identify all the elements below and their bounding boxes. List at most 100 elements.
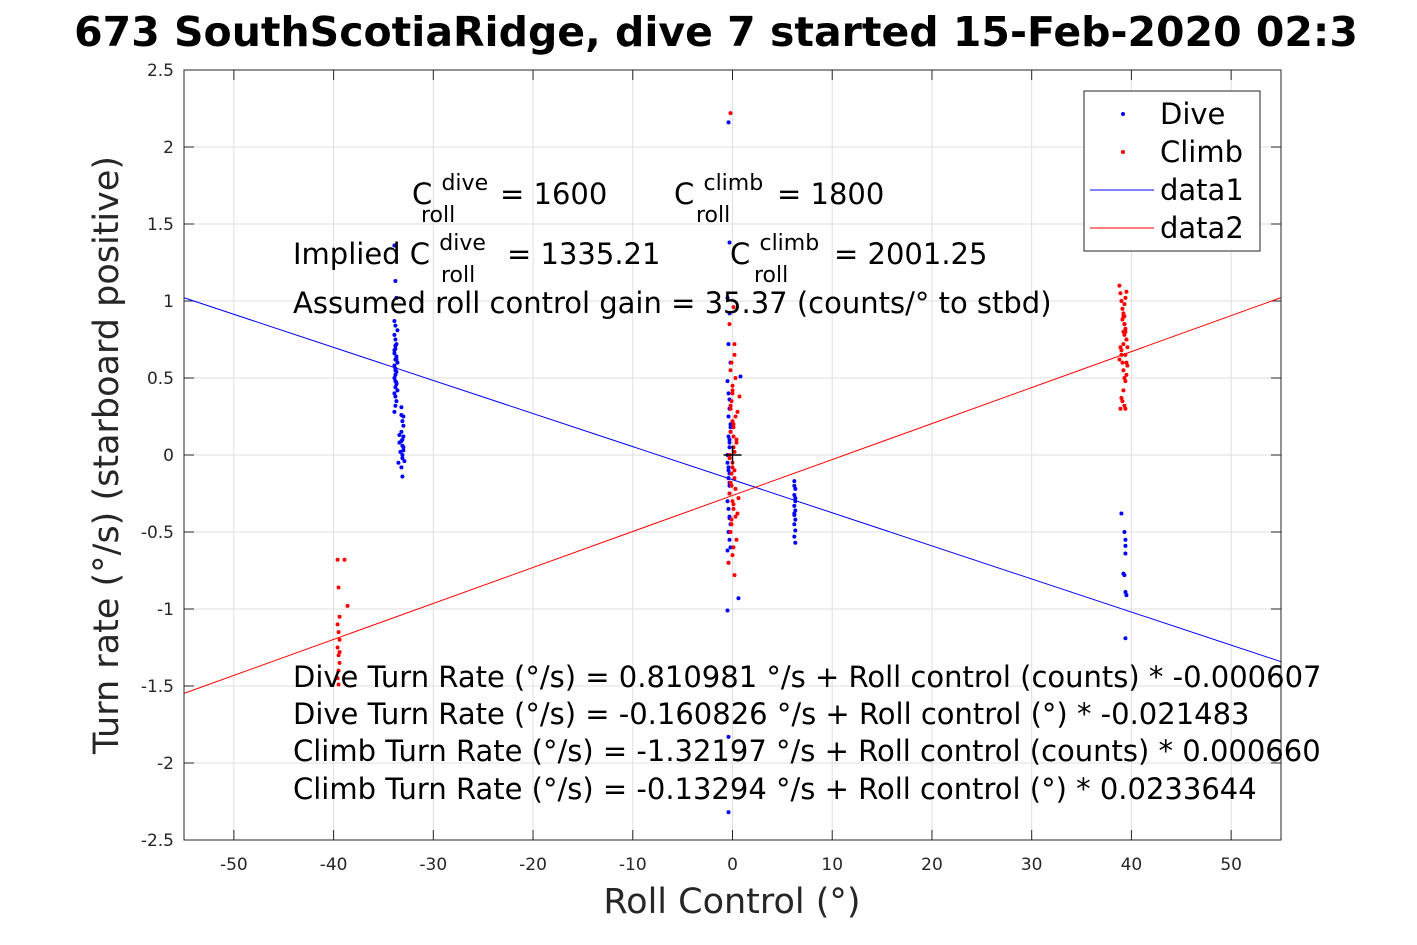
dive-point: [393, 337, 398, 342]
climb-point: [732, 449, 737, 454]
dive-point: [726, 734, 731, 739]
climb-point: [732, 342, 737, 347]
dive-point: [1123, 636, 1128, 641]
climb-point: [737, 394, 742, 399]
dive-point: [392, 348, 397, 353]
climb-point: [1123, 295, 1128, 300]
y-axis-label: Turn rate (°/s) (starboard positive): [87, 156, 127, 755]
y-tick-label: -0.5: [141, 523, 174, 543]
dive-point: [393, 368, 398, 373]
dive-point: [400, 443, 405, 448]
climb-point: [729, 517, 734, 522]
dive-point: [392, 363, 397, 368]
climb-point: [1123, 406, 1128, 411]
x-tick-label: 20: [921, 855, 943, 875]
climb-point: [1120, 399, 1125, 404]
y-tick-label: 1.5: [147, 215, 174, 235]
climb-point: [336, 630, 341, 635]
dive-point: [727, 537, 732, 542]
climb-point: [336, 585, 341, 590]
dive-point: [395, 328, 400, 333]
dive-point: [392, 376, 397, 380]
climb-point: [731, 506, 736, 511]
climb-point: [728, 530, 733, 534]
implied-dive-sub: roll: [441, 263, 475, 288]
legend-dive-marker: [1121, 112, 1125, 116]
dive-point: [1123, 590, 1128, 595]
dive-point: [394, 380, 399, 385]
climb-point: [1120, 317, 1125, 322]
x-tick-label: 50: [1220, 855, 1242, 875]
axis-ticks: -50 -40 -30 -20 -10 0 10 20 30 40 50-2.5-2-1.5-1-0…: [141, 61, 1281, 875]
dive-point: [727, 437, 732, 442]
dive-point: [392, 332, 397, 337]
dive-point: [727, 240, 732, 245]
chart-title: 673 SouthScotiaRidge, dive 7 started 15-…: [74, 8, 1358, 56]
climb-point: [735, 511, 740, 516]
climb-point: [1120, 306, 1125, 311]
climb-point: [733, 414, 738, 419]
climb-point: [1123, 326, 1128, 331]
climb-point: [1121, 329, 1126, 334]
climb-point: [730, 465, 735, 470]
dive-point: [392, 409, 397, 414]
climb-point: [726, 560, 731, 565]
climb-point: [730, 419, 735, 424]
climb-point: [1118, 345, 1123, 350]
x-tick-label: 30: [1021, 855, 1043, 875]
implied-dive-sup: dive: [439, 231, 486, 256]
dive-point: [736, 596, 741, 601]
dive-point: [399, 405, 404, 410]
y-tick-label: -1: [157, 600, 174, 620]
c-climb-value: = 1800: [777, 177, 884, 211]
c-dive-value: = 1600: [500, 177, 607, 211]
climb-point: [335, 676, 340, 681]
dive-point: [727, 445, 732, 450]
dive-point: [725, 379, 730, 384]
climb-point: [733, 486, 738, 491]
x-tick-label: 40: [1121, 855, 1143, 875]
legend-climb-label: Climb: [1160, 135, 1243, 169]
dive-point: [395, 388, 400, 393]
dive-point: [792, 483, 797, 488]
axes-box: [183, 69, 1282, 841]
climb-point: [1124, 337, 1129, 342]
data1-fit-line: [183, 297, 1282, 663]
climb-point: [731, 305, 736, 310]
climb-point: [732, 468, 737, 473]
climb-point: [728, 429, 733, 434]
dive-point: [393, 394, 398, 399]
dive-point: [393, 323, 398, 328]
legend-data1-label: data1: [1160, 173, 1244, 207]
climb-point: [727, 322, 732, 327]
x-tick-label: -20: [519, 855, 547, 875]
equation-dive-counts: Dive Turn Rate (°/s) = 0.810981 °/s + Ro…: [293, 660, 1321, 694]
climb-point: [730, 391, 735, 396]
dive-point: [726, 465, 731, 470]
dive-point: [1119, 511, 1124, 516]
climb-point: [337, 650, 342, 655]
y-tick-label: -2: [157, 754, 174, 774]
dive-point: [792, 479, 797, 484]
dive-point: [725, 548, 730, 553]
climb-point: [1122, 302, 1127, 307]
x-tick-label: 0: [727, 855, 738, 875]
dive-point: [727, 311, 732, 316]
climb-point: [733, 376, 738, 380]
legend-dive-label: Dive: [1160, 97, 1225, 131]
dive-point: [398, 449, 403, 454]
legend: Dive Climb data1 data2: [1083, 90, 1261, 252]
dive-point: [727, 440, 732, 445]
dive-point: [392, 351, 397, 356]
dive-point: [726, 468, 731, 473]
climb-point: [335, 645, 340, 650]
climb-point: [1122, 332, 1127, 337]
climb-point: [1122, 403, 1127, 408]
implied-climb-sub: roll: [754, 263, 788, 288]
y-tick-label: 2.5: [147, 61, 174, 81]
dive-point: [1122, 530, 1127, 534]
climb-point: [730, 383, 735, 388]
climb-point: [1122, 322, 1127, 327]
dive-point: [728, 545, 733, 550]
